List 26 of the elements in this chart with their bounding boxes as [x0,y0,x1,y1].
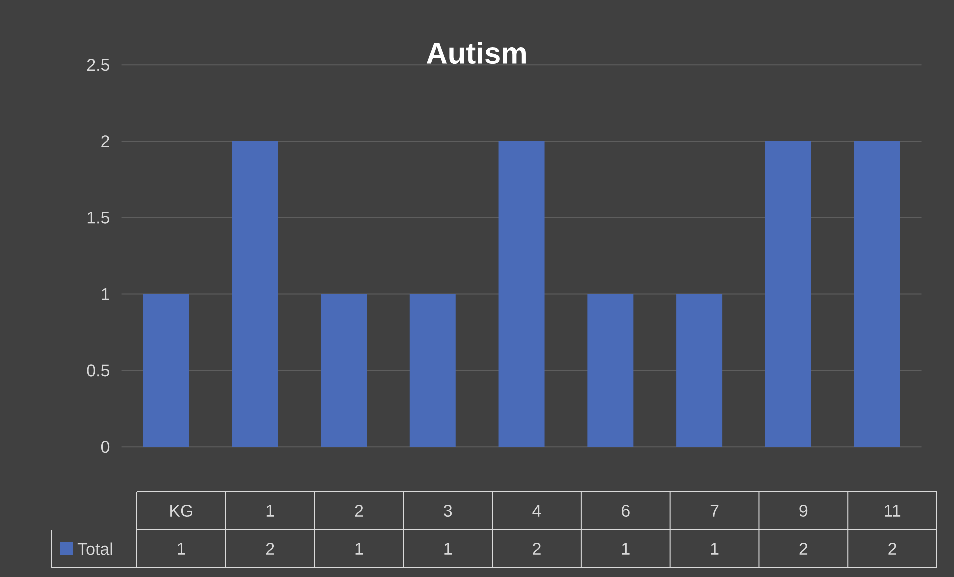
y-tick-label: 1.5 [88,212,110,224]
data-label: 2 [266,543,274,555]
x-tick-label: KG [170,504,192,518]
data-label: 1 [444,543,452,555]
data-label: 2 [800,543,808,555]
data-label: 1 [622,543,630,555]
y-tick-label: 2.5 [87,59,110,72]
data-label: 2 [888,543,896,555]
x-tick-label: 7 [710,505,719,517]
data-label: 1 [711,543,719,555]
x-tick-label: 6 [622,504,630,518]
x-tick-label: 4 [532,505,542,517]
chart-title: Autism [426,42,526,64]
y-tick-label: 0.5 [87,364,110,377]
x-tick-label: 2 [355,505,364,517]
x-tick-label: 1 [266,505,274,517]
data-label: 1 [356,543,364,555]
data-label: 2 [533,543,541,555]
x-tick-label: 9 [800,504,808,518]
legend-label: Total [78,542,112,556]
x-tick-label: 3 [444,504,452,518]
y-tick-label: 0 [101,441,110,454]
y-tick-label: 1 [102,288,110,300]
data-label: 1 [178,543,186,555]
y-tick-label: 2 [102,136,110,148]
x-tick-label: 11 [885,505,901,517]
